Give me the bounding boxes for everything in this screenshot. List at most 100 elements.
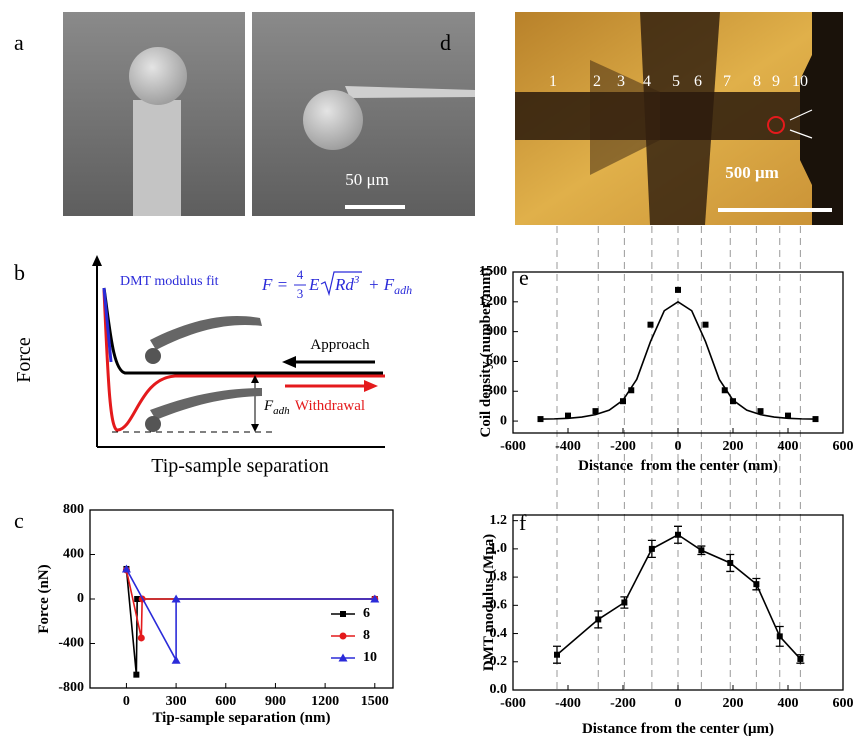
legend-marker <box>339 632 347 640</box>
scale-label: 500 μm <box>725 163 779 182</box>
marker <box>647 321 654 328</box>
marker <box>137 634 145 642</box>
root: Rd <box>334 275 354 294</box>
approach-curve <box>102 287 383 375</box>
symbol: F <box>263 398 274 414</box>
marker <box>785 412 791 419</box>
marker <box>121 564 131 573</box>
panel-a: a 50 μm <box>14 12 475 216</box>
pillar <box>133 100 181 216</box>
marker <box>797 655 804 662</box>
cantilever <box>150 388 262 420</box>
axis-title: Tip-sample separation <box>151 455 329 477</box>
y-axis-title: Force (nN) <box>36 564 52 633</box>
y-axis-title: DMT modulus (Mpa) <box>481 534 497 671</box>
x-tick-label: -400 <box>555 696 581 711</box>
sphere <box>129 47 187 105</box>
y-tick-label: 800 <box>63 502 84 517</box>
y-tick-label: 0.0 <box>490 682 508 697</box>
scale-label: 50 μm <box>345 170 389 189</box>
y-tick-label: 900 <box>486 324 507 339</box>
withdrawal-label: Withdrawal <box>295 398 365 414</box>
radical <box>320 271 362 297</box>
panel-b: b Force Tip-sample separation Fadh Appro… <box>13 255 412 477</box>
series-line <box>556 533 801 660</box>
fadh-label: Fadh <box>263 398 290 417</box>
position-label: 8 <box>753 73 761 90</box>
y-tick-label: 0.4 <box>490 626 508 641</box>
marker <box>675 286 681 293</box>
y-tick-label: 0.6 <box>490 598 508 613</box>
marker <box>370 594 380 603</box>
legend-marker <box>340 611 346 617</box>
series-line <box>125 568 375 675</box>
marker <box>727 559 734 566</box>
x-tick-label: 400 <box>778 439 799 454</box>
formula-den: 3 <box>297 286 304 301</box>
formula-plus: + Fadh <box>368 275 412 297</box>
x-tick-label: 300 <box>166 694 187 709</box>
x-tick-label: -400 <box>555 439 581 454</box>
y-tick-label: 1.2 <box>490 513 508 528</box>
formula-root: Rd3 <box>334 274 360 294</box>
marker <box>628 387 635 394</box>
x-tick-label: 0 <box>675 696 682 711</box>
plus-f: + F <box>368 275 395 294</box>
marker <box>702 321 709 328</box>
position-label: 2 <box>593 73 601 90</box>
withdrawal-curve <box>102 289 385 432</box>
marker <box>721 387 728 394</box>
position-label: 5 <box>672 73 680 90</box>
legend-label: 10 <box>363 650 377 665</box>
marker <box>776 633 783 640</box>
scale-bar <box>718 208 832 212</box>
formula: F = 4 3 E Rd3 + Fadh <box>261 267 412 301</box>
tip-holder <box>800 12 843 225</box>
marker <box>554 651 560 658</box>
sem-image <box>252 12 475 216</box>
marker <box>620 398 626 405</box>
position-label: 7 <box>723 73 731 90</box>
series-line <box>125 568 375 661</box>
position-label: 10 <box>792 73 808 90</box>
fit-label: DMT modulus fit <box>120 274 219 289</box>
marker <box>565 412 571 419</box>
arrow-head <box>364 380 378 392</box>
x-tick-label: 0 <box>123 694 130 709</box>
marker <box>730 398 736 405</box>
x-tick-label: 900 <box>265 694 286 709</box>
marker <box>675 531 681 538</box>
approach-label: Approach <box>310 337 370 353</box>
x-tick-label: -600 <box>500 696 526 711</box>
marker <box>592 408 599 415</box>
y-tick-label: 600 <box>486 354 507 369</box>
position-label: 1 <box>549 73 557 90</box>
x-tick-label: 600 <box>833 439 854 454</box>
axis-title: Force <box>13 337 35 383</box>
subscript: adh <box>273 405 290 417</box>
x-tick-label: 200 <box>723 439 744 454</box>
marker <box>171 655 181 664</box>
y-tick-label: 0.8 <box>490 569 508 584</box>
sphere <box>303 90 363 150</box>
scale-bar <box>345 205 405 209</box>
x-tick-label: -200 <box>610 439 636 454</box>
formula-num: 4 <box>297 267 304 282</box>
panel-label: d <box>440 30 451 55</box>
y-tick-label: 300 <box>486 383 507 398</box>
marker <box>134 596 141 602</box>
marker <box>595 616 602 623</box>
cantilever <box>345 86 475 98</box>
legend-label: 8 <box>363 628 370 643</box>
probe <box>789 109 813 139</box>
x-tick-label: -200 <box>610 696 636 711</box>
panel-d: d 1 2 3 4 5 6 7 8 9 10 500 μm <box>440 12 843 225</box>
fit-line <box>102 287 113 363</box>
x-tick-label: 1500 <box>361 694 389 709</box>
panel-label: e <box>519 265 529 290</box>
position-label: 4 <box>643 73 651 90</box>
x-tick-label: 400 <box>778 696 799 711</box>
position-label: 6 <box>694 73 702 90</box>
y-tick-label: 0 <box>500 413 507 428</box>
